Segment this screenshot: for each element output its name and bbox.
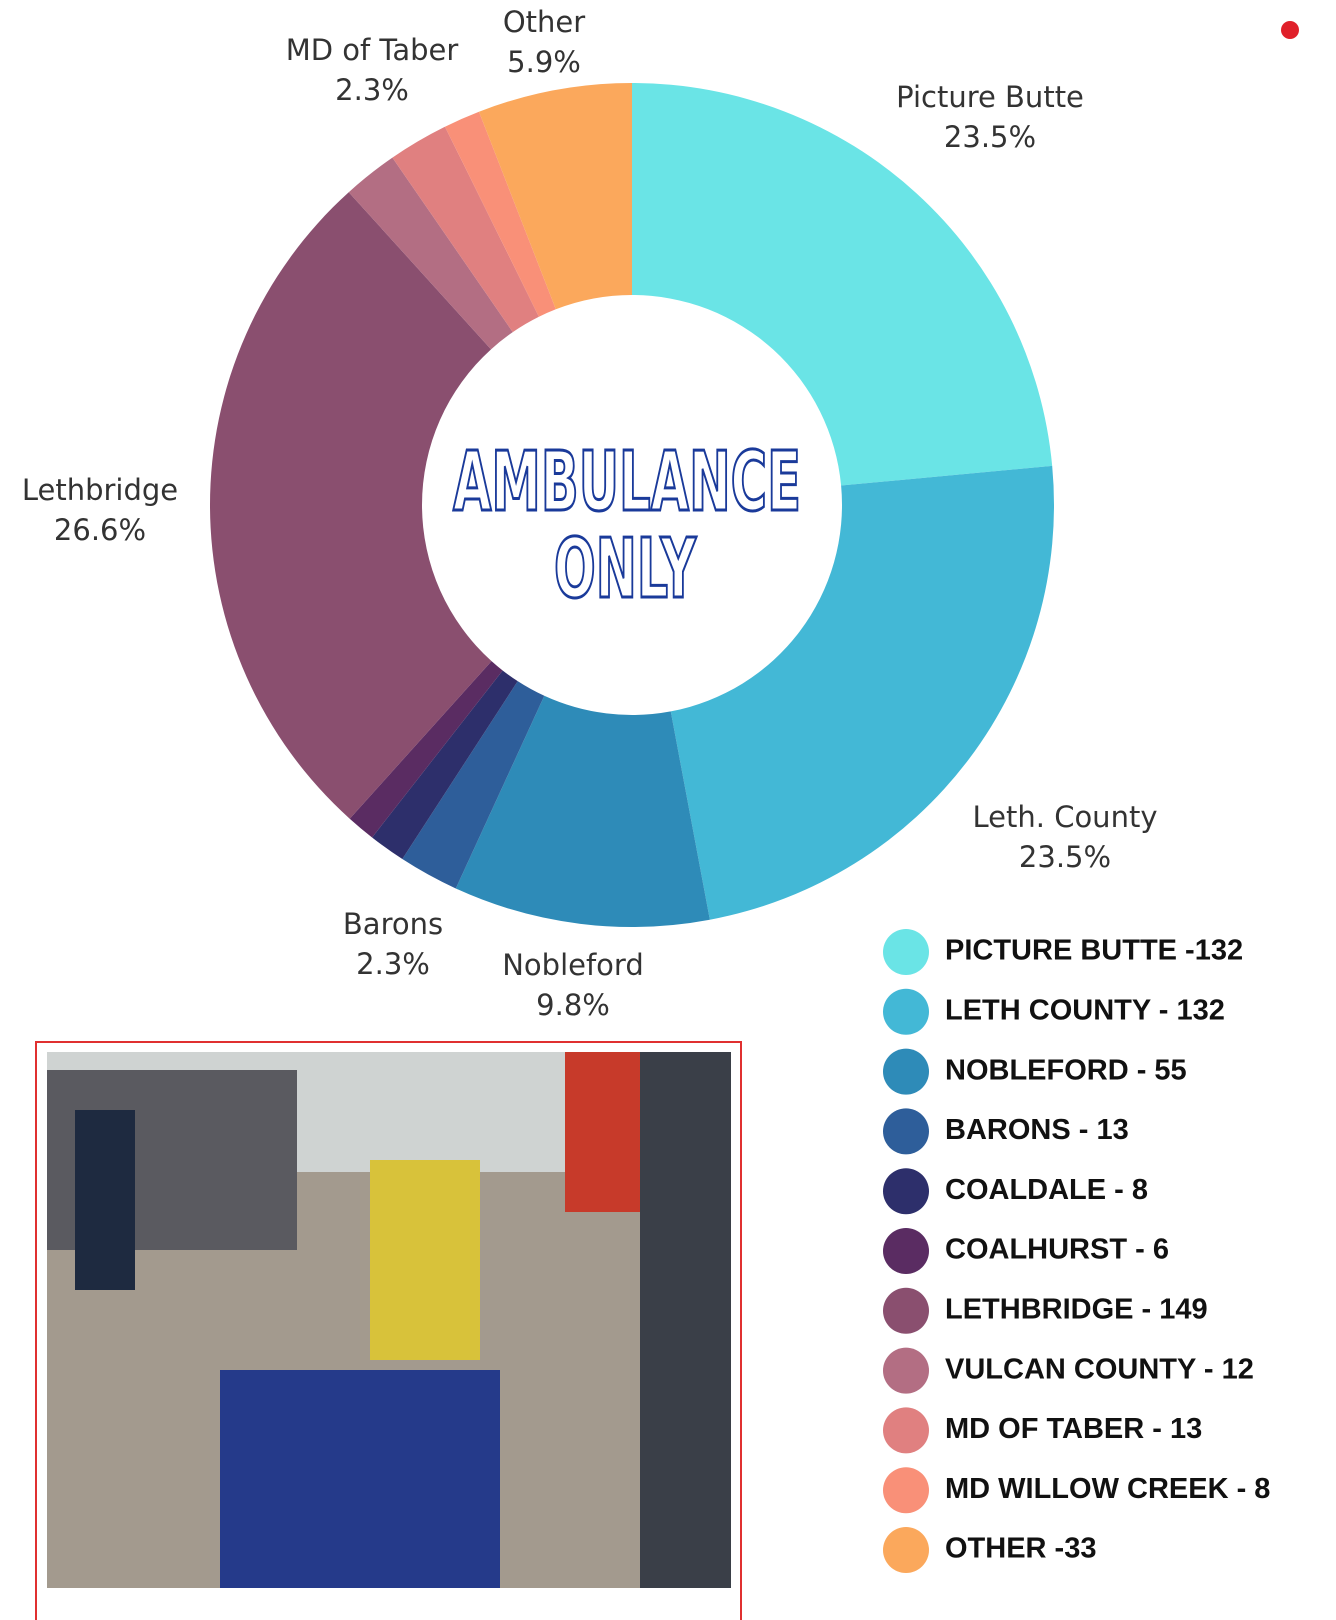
legend-swatch: [883, 1348, 929, 1394]
photo-stretcher: [220, 1370, 500, 1588]
legend-swatch: [883, 1049, 929, 1095]
legend-label: COALDALE - 8: [945, 1174, 1148, 1206]
slice-percent: 9.8%: [536, 988, 610, 1022]
legend-label: LETHBRIDGE - 149: [945, 1293, 1208, 1325]
legend-label: VULCAN COUNTY - 12: [945, 1353, 1254, 1385]
photo-officer: [75, 1110, 135, 1290]
donut-slice: [671, 466, 1054, 920]
slice-name: Barons: [343, 907, 443, 941]
legend-label: COALHURST - 6: [945, 1234, 1169, 1266]
legend-swatch: [883, 1527, 929, 1573]
center-text: ONLY: [554, 522, 697, 617]
slice-percent: 5.9%: [507, 45, 581, 79]
slice-name: Other: [503, 5, 585, 39]
slice-percent: 2.3%: [335, 73, 409, 107]
legend-label: OTHER -33: [945, 1533, 1096, 1565]
slice-name: Picture Butte: [896, 80, 1084, 114]
legend-swatch: [883, 1228, 929, 1274]
legend-label: PICTURE BUTTE -132: [945, 935, 1243, 967]
slice-name: MD of Taber: [286, 33, 459, 67]
legend-label: MD WILLOW CREEK - 8: [945, 1473, 1270, 1505]
slice-name: Nobleford: [502, 948, 644, 982]
legend-swatch: [883, 1407, 929, 1453]
center-text: AMBULANCE: [453, 435, 801, 530]
photo-ambulance: [640, 1052, 731, 1588]
page: AMBULANCE ONLY Picture Butte 23.5% Leth. C…: [0, 0, 1336, 1620]
slice-percent: 2.3%: [356, 947, 430, 981]
slice-percent: 23.5%: [944, 120, 1036, 154]
slice-name: Leth. County: [973, 800, 1158, 834]
legend-label: BARONS - 13: [945, 1114, 1129, 1146]
legend-swatch: [883, 989, 929, 1035]
legend-label: LETH COUNTY - 132: [945, 994, 1225, 1026]
legend-swatch: [883, 1288, 929, 1334]
legend-swatch: [883, 929, 929, 975]
infographic: AMBULANCE ONLY Picture Butte 23.5% Leth. C…: [0, 0, 1336, 1620]
photo: [36, 1042, 741, 1620]
slice-name: Lethbridge: [22, 473, 178, 507]
slice-percent: 23.5%: [1019, 840, 1111, 874]
red-dot: [1281, 21, 1299, 39]
legend-swatch: [883, 1467, 929, 1513]
legend-label: NOBLEFORD - 55: [945, 1054, 1187, 1086]
legend-label: MD OF TABER - 13: [945, 1413, 1202, 1445]
legend-swatch: [883, 1168, 929, 1214]
legend-swatch: [883, 1108, 929, 1154]
slice-percent: 26.6%: [54, 513, 146, 547]
photo-paramedic: [370, 1160, 480, 1360]
